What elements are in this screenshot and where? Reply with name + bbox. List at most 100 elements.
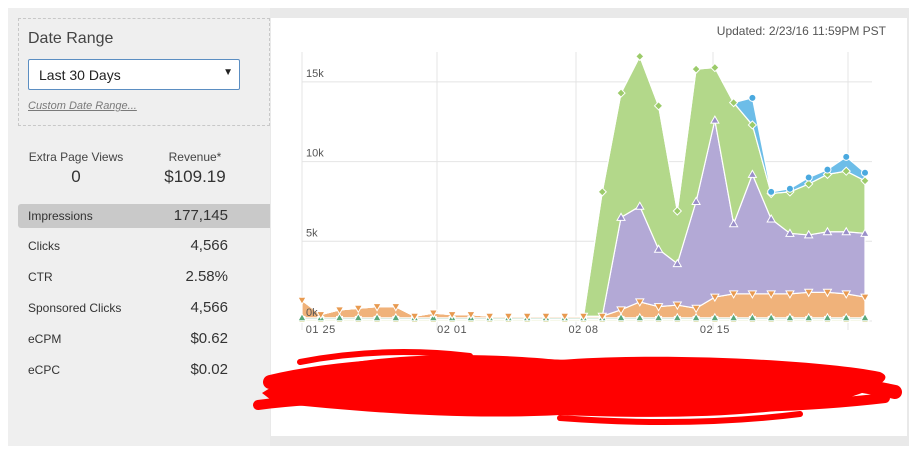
data-point xyxy=(578,312,589,322)
data-point xyxy=(315,311,326,320)
data-point xyxy=(710,293,720,303)
y-tick-label: 15k xyxy=(306,68,324,80)
data-point xyxy=(672,312,683,322)
data-point xyxy=(785,228,795,237)
data-point xyxy=(634,298,645,307)
metric-row-sponsored-clicks[interactable]: Sponsored Clicks 4,566 xyxy=(18,296,270,320)
metric-row-clicks[interactable]: Clicks 4,566 xyxy=(18,234,270,258)
data-point xyxy=(672,206,683,216)
chevron-down-icon: ▼ xyxy=(223,67,233,78)
metric-row-impressions[interactable]: Impressions 177,145 xyxy=(18,204,270,228)
data-point xyxy=(297,312,307,322)
data-point xyxy=(559,312,570,322)
x-tick-label: 02 15 xyxy=(700,324,730,336)
metric-name: CTR xyxy=(28,270,53,284)
metric-value: 177,145 xyxy=(173,207,228,224)
data-point xyxy=(803,312,814,322)
data-point xyxy=(597,312,608,322)
data-point xyxy=(860,176,870,186)
x-tick-label: 02 01 xyxy=(437,324,467,336)
data-point xyxy=(842,152,851,161)
data-point xyxy=(635,51,645,62)
data-point xyxy=(390,303,401,312)
metric-name: Clicks xyxy=(28,239,60,253)
data-point xyxy=(353,312,364,322)
updated-timestamp: Updated: 2/23/16 11:59PM PST xyxy=(716,24,886,38)
metric-value: $0.02 xyxy=(190,361,228,378)
data-point xyxy=(616,212,626,221)
data-point xyxy=(860,312,870,322)
data-point xyxy=(372,312,382,322)
data-point xyxy=(747,312,758,322)
data-point xyxy=(653,303,664,312)
x-tick-label: 01 25 xyxy=(306,324,336,336)
data-point xyxy=(822,226,833,236)
metric-row-ecpc[interactable]: eCPC $0.02 xyxy=(18,358,270,382)
metric-name: Impressions xyxy=(28,209,93,223)
data-point xyxy=(822,312,833,322)
data-point xyxy=(691,312,701,322)
date-range-title: Date Range xyxy=(28,30,114,47)
data-point xyxy=(297,296,307,306)
data-point xyxy=(616,312,626,322)
data-point xyxy=(841,166,851,176)
metric-name: eCPM xyxy=(28,332,62,346)
y-tick-label: 10k xyxy=(306,148,324,160)
x-tick-label: 02 08 xyxy=(569,324,599,336)
metric-value: $0.62 xyxy=(190,330,228,347)
data-point xyxy=(728,218,739,228)
data-point xyxy=(484,312,495,322)
data-point xyxy=(710,62,720,73)
data-point xyxy=(541,312,551,322)
data-point xyxy=(390,312,401,322)
data-point xyxy=(860,293,870,303)
date-range-select[interactable]: Last 30 Days ▼ xyxy=(28,59,240,90)
y-tick-label: 0k xyxy=(306,307,318,319)
metric-value: 2.58% xyxy=(185,268,228,285)
data-point xyxy=(748,93,757,102)
data-point xyxy=(766,213,777,223)
data-point xyxy=(334,306,345,315)
data-point xyxy=(653,101,664,111)
data-point xyxy=(766,290,777,299)
data-point xyxy=(672,258,683,268)
custom-date-range-link[interactable]: Custom Date Range... xyxy=(28,100,137,112)
data-point xyxy=(728,312,739,322)
y-tick-label: 5k xyxy=(306,227,318,239)
data-point xyxy=(785,312,795,322)
data-point xyxy=(785,290,795,299)
data-point xyxy=(616,88,626,98)
metric-name: eCPC xyxy=(28,363,61,377)
data-point xyxy=(653,244,664,253)
data-point xyxy=(691,304,701,314)
metric-value: 4,566 xyxy=(190,237,228,254)
data-point xyxy=(372,303,382,312)
data-point xyxy=(710,312,720,322)
data-point xyxy=(841,312,852,322)
data-point xyxy=(860,228,870,237)
metric-row-ctr[interactable]: CTR 2.58% xyxy=(18,265,270,289)
data-point xyxy=(841,290,852,299)
data-point xyxy=(672,301,683,311)
chart-markers xyxy=(297,51,870,323)
data-point xyxy=(616,306,626,315)
chart-areas xyxy=(301,54,866,322)
data-point xyxy=(803,179,814,189)
data-point xyxy=(447,311,457,320)
data-point xyxy=(466,311,476,320)
metric-name: Sponsored Clicks xyxy=(28,301,122,315)
revenue-label: Revenue* xyxy=(168,150,222,164)
metric-row-ecpm[interactable]: eCPM $0.62 xyxy=(18,327,270,351)
data-point xyxy=(822,288,833,298)
data-point xyxy=(428,309,439,319)
data-point xyxy=(747,169,758,178)
chart-axis: 0k 5k 10k 15k 01 25 02 01 02 08 02 15 xyxy=(306,68,730,336)
data-point xyxy=(653,312,664,322)
data-point xyxy=(728,290,739,299)
metric-value: 4,566 xyxy=(190,299,228,316)
data-point xyxy=(522,312,533,322)
data-point xyxy=(728,97,739,108)
data-point xyxy=(503,312,514,322)
data-point xyxy=(767,187,776,196)
